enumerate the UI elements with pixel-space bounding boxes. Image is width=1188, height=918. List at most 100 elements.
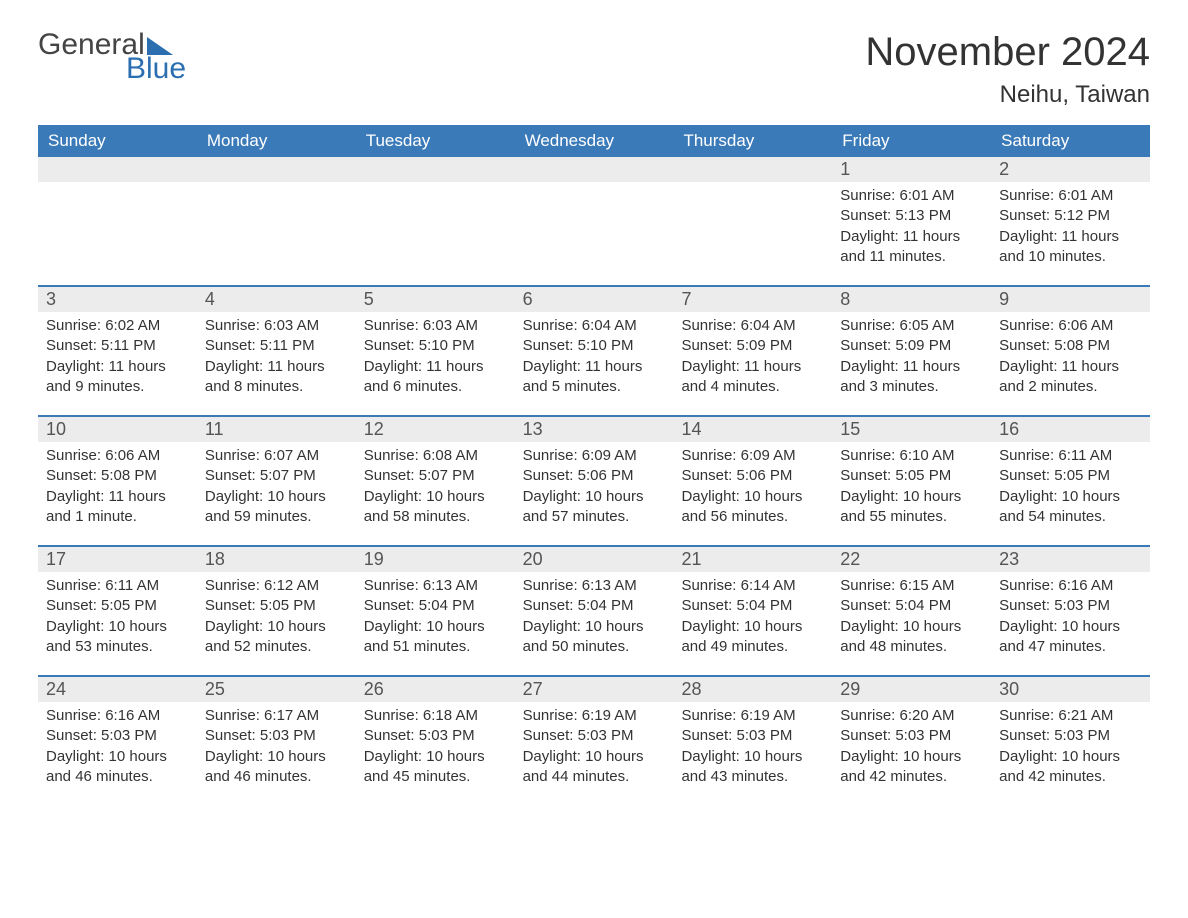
day-number: 12 bbox=[356, 417, 515, 442]
sunrise-text: Sunrise: 6:11 AM bbox=[46, 576, 189, 596]
sunrise-text: Sunrise: 6:05 AM bbox=[840, 316, 983, 336]
sunrise-text: Sunrise: 6:15 AM bbox=[840, 576, 983, 596]
day-body: Sunrise: 6:16 AMSunset: 5:03 PMDaylight:… bbox=[38, 702, 197, 795]
day-body bbox=[38, 182, 197, 194]
daylight-text: Daylight: 10 hours and 43 minutes. bbox=[681, 747, 824, 788]
sunrise-text: Sunrise: 6:13 AM bbox=[523, 576, 666, 596]
day-body: Sunrise: 6:05 AMSunset: 5:09 PMDaylight:… bbox=[832, 312, 991, 405]
sunset-text: Sunset: 5:07 PM bbox=[364, 466, 507, 486]
sunrise-text: Sunrise: 6:21 AM bbox=[999, 706, 1142, 726]
day-body: Sunrise: 6:03 AMSunset: 5:11 PMDaylight:… bbox=[197, 312, 356, 405]
daylight-text: Daylight: 10 hours and 51 minutes. bbox=[364, 617, 507, 658]
sunrise-text: Sunrise: 6:03 AM bbox=[205, 316, 348, 336]
day-number: 9 bbox=[991, 287, 1150, 312]
day-number: 6 bbox=[515, 287, 674, 312]
daylight-text: Daylight: 10 hours and 46 minutes. bbox=[205, 747, 348, 788]
sunrise-text: Sunrise: 6:14 AM bbox=[681, 576, 824, 596]
sunrise-text: Sunrise: 6:11 AM bbox=[999, 446, 1142, 466]
daylight-text: Daylight: 10 hours and 59 minutes. bbox=[205, 487, 348, 528]
day-cell bbox=[356, 157, 515, 285]
day-cell: 26Sunrise: 6:18 AMSunset: 5:03 PMDayligh… bbox=[356, 677, 515, 805]
day-number: 24 bbox=[38, 677, 197, 702]
daylight-text: Daylight: 11 hours and 9 minutes. bbox=[46, 357, 189, 398]
day-body: Sunrise: 6:16 AMSunset: 5:03 PMDaylight:… bbox=[991, 572, 1150, 665]
day-cell: 13Sunrise: 6:09 AMSunset: 5:06 PMDayligh… bbox=[515, 417, 674, 545]
daylight-text: Daylight: 11 hours and 11 minutes. bbox=[840, 227, 983, 268]
day-number bbox=[673, 157, 832, 182]
day-body: Sunrise: 6:10 AMSunset: 5:05 PMDaylight:… bbox=[832, 442, 991, 535]
day-number bbox=[197, 157, 356, 182]
weekday-header-row: SundayMondayTuesdayWednesdayThursdayFrid… bbox=[38, 125, 1150, 157]
day-number: 5 bbox=[356, 287, 515, 312]
sunset-text: Sunset: 5:11 PM bbox=[205, 336, 348, 356]
sunset-text: Sunset: 5:04 PM bbox=[681, 596, 824, 616]
sunset-text: Sunset: 5:03 PM bbox=[681, 726, 824, 746]
day-cell: 12Sunrise: 6:08 AMSunset: 5:07 PMDayligh… bbox=[356, 417, 515, 545]
daylight-text: Daylight: 10 hours and 46 minutes. bbox=[46, 747, 189, 788]
day-cell: 11Sunrise: 6:07 AMSunset: 5:07 PMDayligh… bbox=[197, 417, 356, 545]
daylight-text: Daylight: 11 hours and 6 minutes. bbox=[364, 357, 507, 398]
weekday-header: Monday bbox=[197, 125, 356, 157]
day-body: Sunrise: 6:13 AMSunset: 5:04 PMDaylight:… bbox=[515, 572, 674, 665]
sunrise-text: Sunrise: 6:18 AM bbox=[364, 706, 507, 726]
logo: General Blue bbox=[38, 30, 186, 84]
sunrise-text: Sunrise: 6:09 AM bbox=[681, 446, 824, 466]
sunset-text: Sunset: 5:10 PM bbox=[364, 336, 507, 356]
sunrise-text: Sunrise: 6:01 AM bbox=[999, 186, 1142, 206]
day-cell bbox=[515, 157, 674, 285]
sunset-text: Sunset: 5:06 PM bbox=[681, 466, 824, 486]
day-body: Sunrise: 6:15 AMSunset: 5:04 PMDaylight:… bbox=[832, 572, 991, 665]
sunset-text: Sunset: 5:05 PM bbox=[840, 466, 983, 486]
day-cell: 1Sunrise: 6:01 AMSunset: 5:13 PMDaylight… bbox=[832, 157, 991, 285]
sunset-text: Sunset: 5:11 PM bbox=[46, 336, 189, 356]
day-number: 11 bbox=[197, 417, 356, 442]
sunset-text: Sunset: 5:04 PM bbox=[840, 596, 983, 616]
day-body: Sunrise: 6:14 AMSunset: 5:04 PMDaylight:… bbox=[673, 572, 832, 665]
sunrise-text: Sunrise: 6:06 AM bbox=[46, 446, 189, 466]
sunset-text: Sunset: 5:06 PM bbox=[523, 466, 666, 486]
daylight-text: Daylight: 10 hours and 54 minutes. bbox=[999, 487, 1142, 528]
day-cell: 4Sunrise: 6:03 AMSunset: 5:11 PMDaylight… bbox=[197, 287, 356, 415]
header: General Blue November 2024 Neihu, Taiwan bbox=[38, 30, 1150, 109]
day-cell bbox=[38, 157, 197, 285]
sunset-text: Sunset: 5:09 PM bbox=[681, 336, 824, 356]
daylight-text: Daylight: 11 hours and 10 minutes. bbox=[999, 227, 1142, 268]
day-cell: 25Sunrise: 6:17 AMSunset: 5:03 PMDayligh… bbox=[197, 677, 356, 805]
week-row: 10Sunrise: 6:06 AMSunset: 5:08 PMDayligh… bbox=[38, 415, 1150, 545]
daylight-text: Daylight: 10 hours and 48 minutes. bbox=[840, 617, 983, 658]
day-body: Sunrise: 6:07 AMSunset: 5:07 PMDaylight:… bbox=[197, 442, 356, 535]
day-cell: 22Sunrise: 6:15 AMSunset: 5:04 PMDayligh… bbox=[832, 547, 991, 675]
day-cell: 30Sunrise: 6:21 AMSunset: 5:03 PMDayligh… bbox=[991, 677, 1150, 805]
day-body: Sunrise: 6:12 AMSunset: 5:05 PMDaylight:… bbox=[197, 572, 356, 665]
day-cell: 17Sunrise: 6:11 AMSunset: 5:05 PMDayligh… bbox=[38, 547, 197, 675]
day-cell: 24Sunrise: 6:16 AMSunset: 5:03 PMDayligh… bbox=[38, 677, 197, 805]
day-body: Sunrise: 6:21 AMSunset: 5:03 PMDaylight:… bbox=[991, 702, 1150, 795]
daylight-text: Daylight: 10 hours and 58 minutes. bbox=[364, 487, 507, 528]
daylight-text: Daylight: 10 hours and 44 minutes. bbox=[523, 747, 666, 788]
day-cell: 29Sunrise: 6:20 AMSunset: 5:03 PMDayligh… bbox=[832, 677, 991, 805]
sunset-text: Sunset: 5:13 PM bbox=[840, 206, 983, 226]
sunset-text: Sunset: 5:05 PM bbox=[999, 466, 1142, 486]
day-number: 1 bbox=[832, 157, 991, 182]
day-cell bbox=[197, 157, 356, 285]
daylight-text: Daylight: 11 hours and 3 minutes. bbox=[840, 357, 983, 398]
day-body: Sunrise: 6:17 AMSunset: 5:03 PMDaylight:… bbox=[197, 702, 356, 795]
sunrise-text: Sunrise: 6:03 AM bbox=[364, 316, 507, 336]
day-cell: 6Sunrise: 6:04 AMSunset: 5:10 PMDaylight… bbox=[515, 287, 674, 415]
day-cell: 3Sunrise: 6:02 AMSunset: 5:11 PMDaylight… bbox=[38, 287, 197, 415]
day-number: 2 bbox=[991, 157, 1150, 182]
day-cell: 16Sunrise: 6:11 AMSunset: 5:05 PMDayligh… bbox=[991, 417, 1150, 545]
day-number: 23 bbox=[991, 547, 1150, 572]
day-body: Sunrise: 6:01 AMSunset: 5:13 PMDaylight:… bbox=[832, 182, 991, 275]
location-label: Neihu, Taiwan bbox=[865, 81, 1150, 109]
day-body: Sunrise: 6:02 AMSunset: 5:11 PMDaylight:… bbox=[38, 312, 197, 405]
day-number: 18 bbox=[197, 547, 356, 572]
daylight-text: Daylight: 11 hours and 1 minute. bbox=[46, 487, 189, 528]
day-cell: 9Sunrise: 6:06 AMSunset: 5:08 PMDaylight… bbox=[991, 287, 1150, 415]
sunset-text: Sunset: 5:03 PM bbox=[46, 726, 189, 746]
page-title: November 2024 bbox=[865, 30, 1150, 75]
day-cell: 20Sunrise: 6:13 AMSunset: 5:04 PMDayligh… bbox=[515, 547, 674, 675]
sunset-text: Sunset: 5:04 PM bbox=[364, 596, 507, 616]
day-body: Sunrise: 6:19 AMSunset: 5:03 PMDaylight:… bbox=[515, 702, 674, 795]
day-cell: 28Sunrise: 6:19 AMSunset: 5:03 PMDayligh… bbox=[673, 677, 832, 805]
